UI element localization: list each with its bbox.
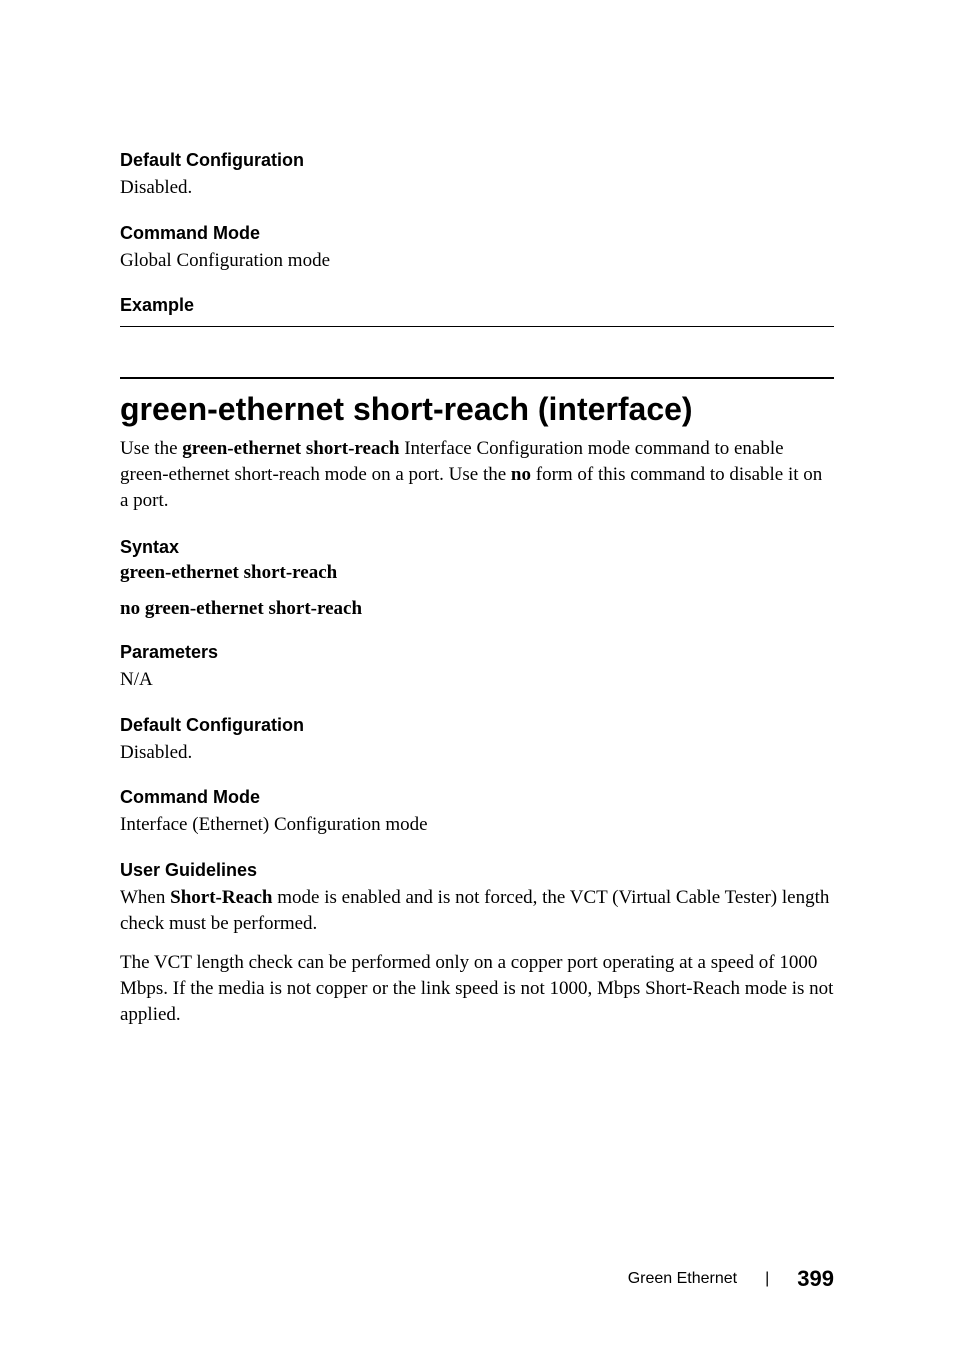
default-configuration-body-1: Disabled. bbox=[120, 175, 834, 201]
main-top-divider bbox=[120, 377, 834, 379]
example-section: Example bbox=[120, 295, 834, 327]
command-mode-body-1: Global Configuration mode bbox=[120, 248, 834, 274]
user-guidelines-heading: User Guidelines bbox=[120, 860, 834, 881]
command-mode-section-2: Command Mode Interface (Ethernet) Config… bbox=[120, 787, 834, 838]
default-configuration-heading-1: Default Configuration bbox=[120, 150, 834, 171]
default-configuration-section-2: Default Configuration Disabled. bbox=[120, 715, 834, 766]
footer-divider: | bbox=[765, 1270, 769, 1288]
default-configuration-section-1: Default Configuration Disabled. bbox=[120, 150, 834, 201]
syntax-line-2: no green-ethernet short-reach bbox=[120, 598, 834, 620]
parameters-section: Parameters N/A bbox=[120, 642, 834, 693]
syntax-section: Syntax green-ethernet short-reach no gre… bbox=[120, 537, 834, 620]
footer-title: Green Ethernet bbox=[628, 1270, 737, 1288]
default-configuration-heading-2: Default Configuration bbox=[120, 715, 834, 736]
page-footer: Green Ethernet | 399 bbox=[628, 1266, 834, 1292]
command-mode-body-2: Interface (Ethernet) Configuration mode bbox=[120, 812, 834, 838]
parameters-body: N/A bbox=[120, 667, 834, 693]
footer-page-number: 399 bbox=[797, 1266, 834, 1292]
command-mode-heading-1: Command Mode bbox=[120, 223, 834, 244]
user-guidelines-p2: The VCT length check can be performed on… bbox=[120, 950, 834, 1027]
command-mode-section-1: Command Mode Global Configuration mode bbox=[120, 223, 834, 274]
user-guidelines-p1: When Short-Reach mode is enabled and is … bbox=[120, 885, 834, 936]
ug-p1-pre: When bbox=[120, 887, 170, 908]
ug-p1-bold: Short-Reach bbox=[170, 887, 272, 908]
main-title: green-ethernet short-reach (interface) bbox=[120, 391, 834, 428]
syntax-line-1: green-ethernet short-reach bbox=[120, 562, 834, 584]
user-guidelines-section: User Guidelines When Short-Reach mode is… bbox=[120, 860, 834, 1027]
parameters-heading: Parameters bbox=[120, 642, 834, 663]
intro-text-pre: Use the bbox=[120, 438, 182, 459]
example-divider bbox=[120, 326, 834, 327]
example-heading: Example bbox=[120, 295, 834, 316]
command-mode-heading-2: Command Mode bbox=[120, 787, 834, 808]
intro-bold-2: no bbox=[511, 464, 531, 485]
default-configuration-body-2: Disabled. bbox=[120, 740, 834, 766]
syntax-heading: Syntax bbox=[120, 537, 834, 558]
intro-bold-1: green-ethernet short-reach bbox=[182, 438, 399, 459]
main-intro: Use the green-ethernet short-reach Inter… bbox=[120, 436, 834, 513]
